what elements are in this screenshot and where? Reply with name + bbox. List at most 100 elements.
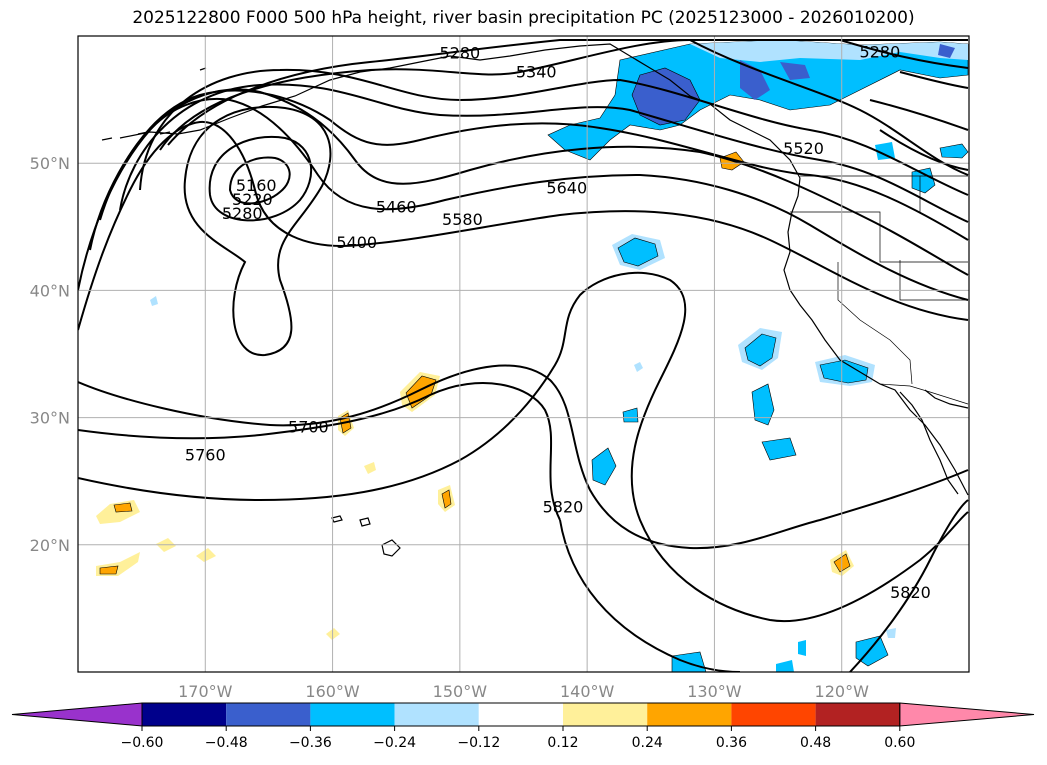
precip-area-pos4-core [441,489,452,509]
contour-label: 5820 [890,583,931,602]
contour-5700 [78,120,969,331]
colorbar-tick-label: −0.24 [373,735,416,751]
longitude-labels: 170°W 160°W 150°W 140°W 130°W 120°W [178,682,869,701]
contour-5820-south [559,519,741,672]
contour-5280-low [183,106,332,357]
colorbar-segment [310,703,395,726]
precip-area-offshore4 [591,447,617,486]
precip-area-bc-dark3 [780,62,810,80]
precip-area-pos6-core [113,502,133,513]
contour-labels: 5280 5340 5280 5520 5640 5580 5460 5400 51605220… [185,42,931,602]
lon-tick-label: 170°W [178,682,233,701]
contour-5160 [228,156,291,205]
precip-area-bc-dark [631,67,701,126]
contour-5820-se [849,499,969,672]
coastline-hawaii1 [381,539,401,557]
coastline-hawaii2 [359,517,371,527]
coastline-gulf [924,389,969,409]
coastlines [101,43,969,557]
contour-label: 5700 [288,418,329,437]
precip-area-bc-south [875,142,895,160]
colorbar-tick-label: −0.12 [457,735,500,751]
precip-area-offshore5 [622,407,639,423]
coastline-aleutians [101,67,207,141]
contour-label: 5280 [860,42,901,61]
colorbar-tick-label: −0.60 [121,735,164,751]
contour-5820 [78,271,969,623]
colorbar-segment [142,703,227,726]
colorbar-segment [815,703,900,726]
colorbar-segment [478,703,563,726]
height-contours [78,39,969,672]
contour-label: 5340 [516,63,557,82]
contour-label: 5760 [185,445,226,464]
coastline-hawaii3 [331,515,343,523]
contour-5280-top [167,39,968,146]
borders [790,175,969,405]
lon-tick-label: 150°W [433,682,488,701]
contour-5640 [78,98,969,301]
precip-area-east1 [939,143,969,159]
map-frame [77,35,970,673]
contour-5760 [78,364,969,550]
colorbar-segment [394,703,479,726]
colorbar-segment [563,703,648,726]
precip-area-south1 [855,635,889,667]
colorbar-segment [647,703,732,726]
precip-area-pos5 [364,462,376,474]
colorbar-segment [731,703,816,726]
contour-5520 [99,89,969,241]
border-state2 [837,262,913,385]
contour-5400 [139,68,969,196]
precip-area-east2 [911,167,936,194]
colorbar-tick-label: 0.60 [884,735,915,751]
border-state1 [790,211,968,263]
contour-east-1 [879,129,969,171]
precip-area-offshore6 [634,362,643,372]
precip-area-south4 [886,628,896,638]
contour-label: 5580 [442,210,483,229]
latitude-labels: 50°N 40°N 30°N 20°N [30,154,70,555]
contour-5580 [89,88,969,276]
contour-east-3 [899,71,969,89]
precip-area-south5 [776,660,794,672]
colorbar-tick-label: 0.48 [800,735,831,751]
colorbar-extend-low [11,702,143,727]
map-title: 2025122800 F000 500 hPa height, river ba… [132,8,915,28]
contour-label: 5640 [546,178,587,197]
contour-label: 5520 [783,139,824,158]
precip-area-pos2-core [405,375,437,409]
colorbar: −0.60 −0.48 −0.36 −0.24 −0.12 0.12 0.24 0.36 0.4… [11,702,1035,751]
lat-tick-label: 20°N [30,536,70,555]
coastline-baja [899,391,959,495]
colorbar-tick-label: 0.36 [716,735,747,751]
precip-area-bc-dark2 [740,60,770,100]
coastline-west-coast [783,177,969,496]
graticule [78,36,969,672]
lon-tick-label: 160°W [305,682,360,701]
contour-label: 5280 [439,44,480,63]
lat-tick-label: 30°N [30,409,70,428]
precip-area-south2 [671,651,707,672]
border-state3 [899,260,968,301]
contour-label: 5400 [336,233,377,252]
precip-area-pos9 [196,548,216,562]
lon-tick-label: 140°W [560,682,615,701]
precip-area-offshore1-core [744,333,777,367]
precip-area-central-core [617,237,659,267]
lon-tick-label: 120°W [815,682,870,701]
colorbar-tick-label: −0.48 [205,735,248,751]
contour-label: 5820 [543,498,584,517]
contour-east-2 [869,99,969,131]
colorbar-segment [226,703,311,726]
precip-area-lone [150,296,158,306]
contour-5340 [159,39,691,151]
contour-label: 5220 [232,190,273,209]
colorbar-extend-high [899,702,1035,727]
precip-area-bc-dark4 [938,44,955,58]
map-background [78,36,969,672]
coastline-alaska [119,43,801,179]
precip-area-offshore3 [761,437,797,461]
lat-tick-label: 50°N [30,154,70,173]
